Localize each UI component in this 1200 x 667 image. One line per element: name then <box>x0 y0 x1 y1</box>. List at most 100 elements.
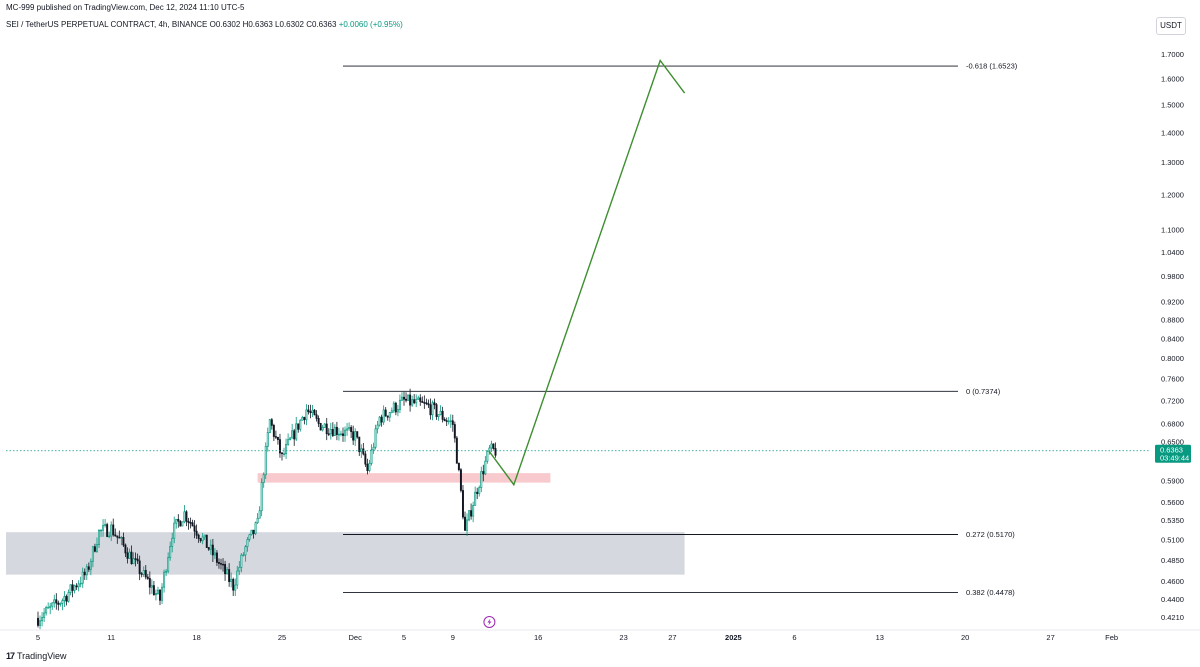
y-axis-tick-label: 0.5100 <box>1161 535 1184 544</box>
candle-body <box>315 414 318 419</box>
tradingview-logo[interactable]: 17 TradingView <box>6 651 67 661</box>
candle-body <box>161 586 164 601</box>
candle-body <box>486 450 489 462</box>
candle-body <box>37 617 39 626</box>
demand-gray-zone[interactable] <box>6 532 685 575</box>
candle-body <box>87 566 90 570</box>
candle-body <box>392 402 395 412</box>
candle-body <box>415 399 418 404</box>
candle-body <box>311 409 314 413</box>
candle-body <box>413 399 416 404</box>
y-axis-tick-label: 1.0400 <box>1161 248 1184 257</box>
candle-body <box>492 443 495 449</box>
candle-body <box>130 551 133 565</box>
candle-body <box>482 471 485 475</box>
candle-body <box>126 552 129 559</box>
candle-body <box>350 427 353 433</box>
x-axis-tick-label: 13 <box>876 633 884 642</box>
candle-body <box>55 599 58 604</box>
candle-body <box>215 552 218 563</box>
candle-body <box>478 487 481 494</box>
x-axis-tick-label: 16 <box>534 633 542 642</box>
candle-body <box>104 524 107 526</box>
candle-body <box>390 410 393 413</box>
candle-body <box>484 460 487 475</box>
y-axis-tick-label: 0.4210 <box>1161 613 1184 622</box>
symbol-title[interactable]: SEI / TetherUS PERPETUAL CONTRACT, 4h, B… <box>6 20 208 29</box>
candle-body <box>220 563 222 565</box>
candle-body <box>394 402 397 413</box>
candle-body <box>183 511 186 523</box>
event-icon-layer[interactable] <box>483 616 496 628</box>
candle-body <box>222 563 225 566</box>
candle-body <box>266 432 269 447</box>
candle-body <box>112 524 115 536</box>
candle-body <box>384 409 387 417</box>
y-axis-tick-label: 0.5350 <box>1161 516 1184 525</box>
currency-button[interactable]: USDT <box>1156 17 1186 35</box>
candle-body <box>63 596 66 601</box>
lightning-icon[interactable] <box>487 618 492 626</box>
candle-body <box>167 557 170 572</box>
candle-body <box>211 544 214 556</box>
candle-body <box>291 430 294 439</box>
candle-body <box>449 420 452 422</box>
candle-body <box>276 436 279 440</box>
candle-body <box>374 428 377 448</box>
x-axis-tick-label: 9 <box>451 633 455 642</box>
candle-body <box>337 433 340 436</box>
projection-path[interactable] <box>488 59 686 487</box>
candle-body <box>246 539 249 548</box>
candle-body <box>65 596 68 602</box>
candle-body <box>297 423 300 430</box>
candle-body <box>364 453 367 465</box>
candle-body <box>321 427 324 431</box>
candle-body <box>327 433 330 435</box>
candle-body <box>421 401 424 403</box>
candle-body <box>360 448 363 453</box>
candle-body <box>81 571 84 584</box>
candle-body <box>140 573 143 575</box>
y-axis-tick-label: 1.6000 <box>1161 74 1184 83</box>
candle-body <box>258 510 261 519</box>
candle-body <box>305 409 308 421</box>
candle-body <box>47 607 50 609</box>
fib-level-label: -0.618 (1.6523) <box>966 62 1018 71</box>
projection-layer <box>488 59 686 487</box>
candle-body <box>110 524 113 537</box>
candle-body <box>400 396 403 401</box>
fib-layer: -0.618 (1.6523) 0 (0.7374) 0.272 (0.5170) 0… <box>343 62 1018 597</box>
candle-body <box>43 612 46 618</box>
candle-body <box>118 536 121 539</box>
candle-body <box>85 566 88 576</box>
candle-body <box>69 584 72 593</box>
last-price-tag <box>1155 444 1191 463</box>
symbol-ohlc-line: SEI / TetherUS PERPETUAL CONTRACT, 4h, B… <box>6 20 403 29</box>
candle-body <box>476 491 479 494</box>
candle-body <box>470 510 473 517</box>
candle-body <box>264 445 267 476</box>
supply-demand-red-zone[interactable] <box>257 473 551 483</box>
candle-body <box>224 563 227 575</box>
x-axis-tick-label: 27 <box>1046 633 1054 642</box>
candle-body <box>108 535 111 538</box>
x-axis-tick-label: 2025 <box>725 633 742 642</box>
candle-body <box>230 579 233 582</box>
x-axis-tick-label: 27 <box>668 633 676 642</box>
candle-body <box>181 521 184 527</box>
candle-body <box>173 522 176 539</box>
x-axis-tick-label: 23 <box>619 633 627 642</box>
candle-body <box>75 585 78 588</box>
candle-body <box>451 420 454 425</box>
candle-body <box>197 534 200 539</box>
candle-body <box>419 397 422 402</box>
candle-body <box>83 571 86 576</box>
candle-body <box>234 584 237 591</box>
candle-body <box>238 567 241 572</box>
tradingview-logo-mark: 17 <box>6 651 15 661</box>
candle-body <box>59 603 62 605</box>
candle-body <box>156 589 159 594</box>
candle-body <box>98 529 100 546</box>
fib-level-label: 0.272 (0.5170) <box>966 530 1015 539</box>
